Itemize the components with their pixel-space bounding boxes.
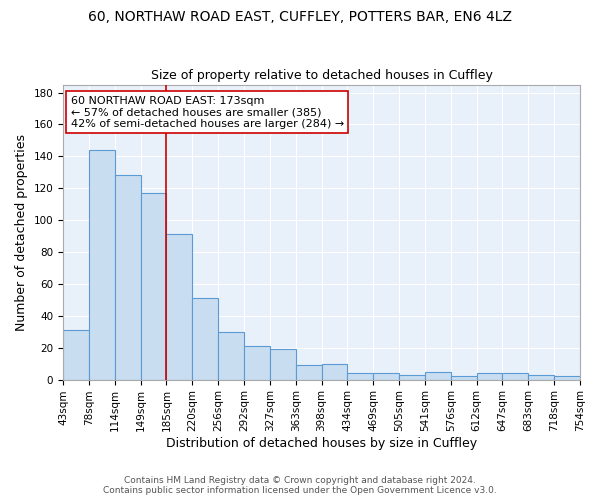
Bar: [347, 373, 373, 380]
Text: 60 NORTHAW ROAD EAST: 173sqm
← 57% of detached houses are smaller (385)
42% of s: 60 NORTHAW ROAD EAST: 173sqm ← 57% of de…: [71, 96, 344, 129]
Y-axis label: Number of detached properties: Number of detached properties: [15, 134, 28, 330]
Bar: [218, 332, 244, 380]
Bar: [89, 150, 115, 380]
Bar: [451, 376, 476, 380]
Bar: [425, 372, 451, 380]
Text: Contains HM Land Registry data © Crown copyright and database right 2024.
Contai: Contains HM Land Registry data © Crown c…: [103, 476, 497, 495]
X-axis label: Distribution of detached houses by size in Cuffley: Distribution of detached houses by size …: [166, 437, 477, 450]
Bar: [529, 375, 554, 380]
Title: Size of property relative to detached houses in Cuffley: Size of property relative to detached ho…: [151, 69, 493, 82]
Bar: [244, 346, 270, 380]
Bar: [140, 193, 166, 380]
Bar: [322, 364, 347, 380]
Bar: [296, 365, 322, 380]
Bar: [373, 373, 399, 380]
Bar: [554, 376, 580, 380]
Bar: [192, 298, 218, 380]
Bar: [166, 234, 192, 380]
Bar: [399, 375, 425, 380]
Bar: [270, 350, 296, 380]
Bar: [115, 176, 140, 380]
Bar: [502, 373, 529, 380]
Bar: [476, 373, 502, 380]
Text: 60, NORTHAW ROAD EAST, CUFFLEY, POTTERS BAR, EN6 4LZ: 60, NORTHAW ROAD EAST, CUFFLEY, POTTERS …: [88, 10, 512, 24]
Bar: [63, 330, 89, 380]
